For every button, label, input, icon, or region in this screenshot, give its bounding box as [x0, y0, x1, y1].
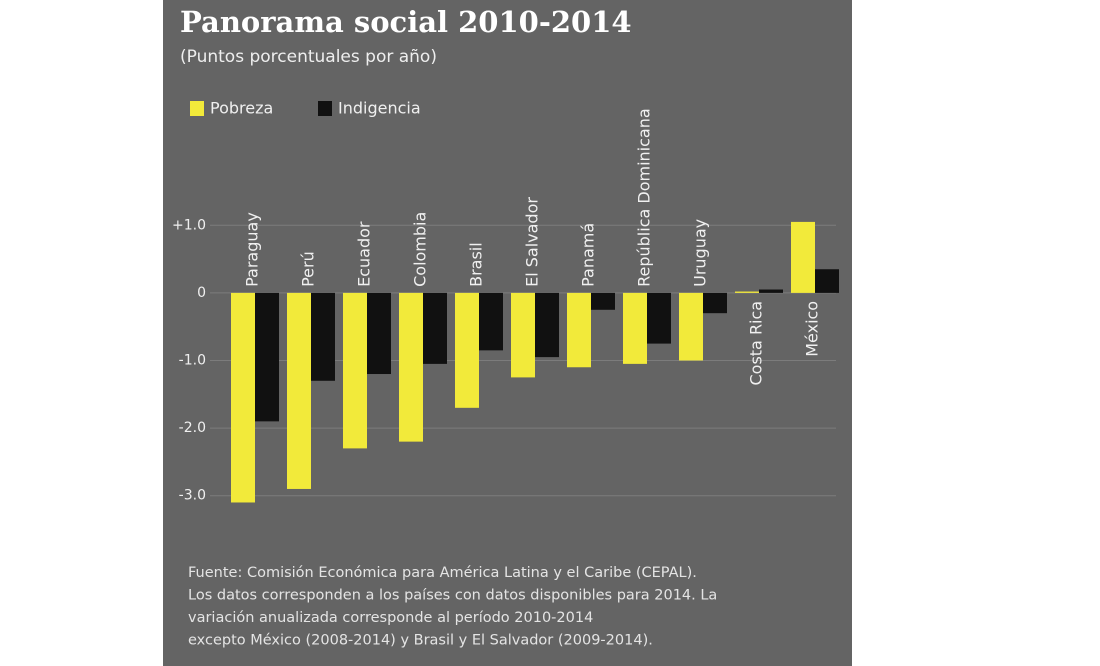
x-category-label: República Dominicana — [635, 108, 654, 287]
chart-title: Panorama social 2010-2014 — [180, 5, 632, 39]
footnote: variación anualizada corresponde al perí… — [188, 610, 593, 626]
x-category-label: Brasil — [467, 242, 486, 287]
bar — [535, 292, 559, 358]
bar — [367, 292, 391, 375]
bar — [455, 292, 479, 408]
x-category-label: Perú — [299, 251, 318, 287]
y-tick-label: -3.0 — [179, 488, 206, 504]
bar — [399, 292, 423, 442]
bar — [591, 292, 615, 310]
bar — [623, 292, 647, 364]
y-tick-label: 0 — [197, 285, 206, 301]
bar — [343, 292, 367, 449]
x-category-label: México — [803, 301, 822, 357]
bar — [791, 221, 815, 293]
bar — [511, 292, 535, 378]
x-category-label: Colombia — [411, 212, 430, 287]
footnote: Los datos corresponden a los países con … — [188, 588, 717, 604]
bar — [703, 292, 727, 314]
bar — [735, 291, 759, 293]
bar — [815, 269, 839, 293]
bar — [647, 292, 671, 344]
bar — [567, 292, 591, 368]
bar — [287, 292, 311, 489]
legend-label: Indigencia — [338, 99, 421, 118]
bar — [679, 292, 703, 361]
bar — [759, 289, 783, 293]
x-category-label: Uruguay — [691, 219, 710, 287]
legend-label: Pobreza — [210, 99, 273, 118]
y-tick-label: -1.0 — [179, 353, 206, 369]
bar — [311, 292, 335, 381]
x-category-label: Panamá — [579, 223, 598, 287]
legend-swatch — [318, 101, 332, 116]
legend-swatch — [190, 101, 204, 116]
bar — [479, 292, 503, 351]
x-category-label: Costa Rica — [747, 301, 766, 386]
x-category-label: Ecuador — [355, 221, 374, 287]
footnote: excepto México (2008-2014) y Brasil y El… — [188, 633, 653, 649]
y-tick-label: -2.0 — [179, 420, 206, 436]
y-tick-label: +1.0 — [172, 217, 206, 233]
footnote: Fuente: Comisión Económica para América … — [188, 565, 697, 581]
chart-subtitle: (Puntos porcentuales por año) — [180, 47, 437, 67]
x-category-label: Paraguay — [243, 212, 262, 287]
x-category-label: El Salvador — [523, 197, 542, 287]
bar — [423, 292, 447, 364]
bar — [231, 292, 255, 503]
bar — [255, 292, 279, 422]
